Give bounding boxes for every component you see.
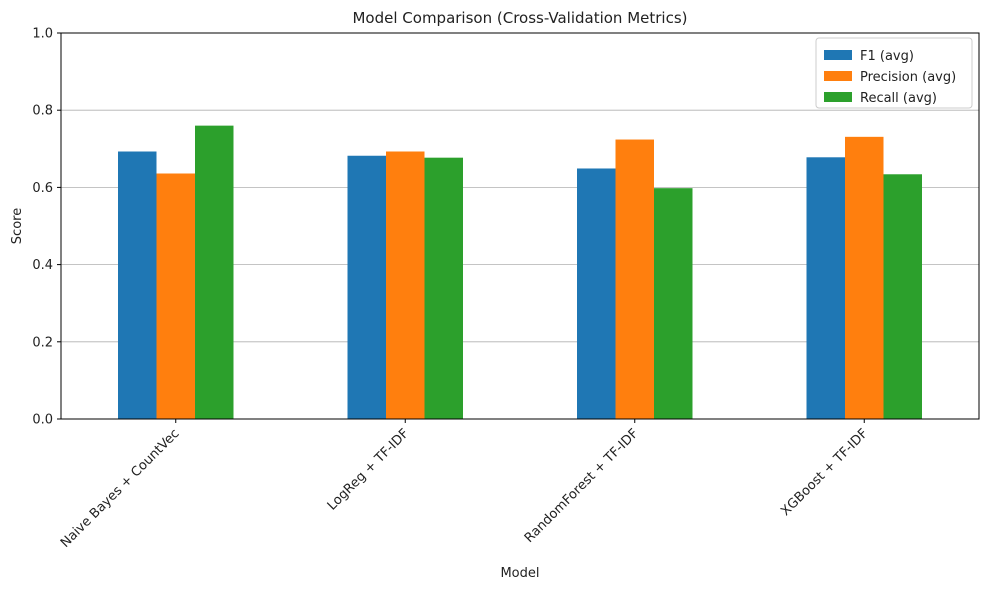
y-tick-label: 0.0 bbox=[32, 413, 53, 428]
legend-swatch bbox=[824, 71, 852, 81]
legend-label: Precision (avg) bbox=[860, 70, 956, 85]
bar-f1-avg bbox=[806, 157, 845, 420]
legend-swatch bbox=[824, 92, 852, 102]
bar-precision-avg bbox=[156, 173, 195, 419]
x-axis-label: Model bbox=[500, 566, 539, 581]
y-tick-label: 0.4 bbox=[32, 258, 53, 273]
plot-frame bbox=[60, 32, 980, 420]
legend-swatch bbox=[824, 50, 852, 60]
legend-box bbox=[815, 37, 973, 109]
y-tick-label: 0.6 bbox=[32, 181, 53, 196]
bar-recall-avg bbox=[195, 125, 234, 419]
legend-label: F1 (avg) bbox=[860, 49, 914, 64]
y-tick-label: 1.0 bbox=[32, 27, 53, 42]
bar-recall-avg bbox=[424, 157, 463, 420]
bar-f1-avg bbox=[347, 155, 386, 420]
bar-recall-avg bbox=[883, 174, 922, 419]
bar-precision-avg bbox=[386, 151, 425, 419]
legend: F1 (avg) Precision (avg) Recall (avg) bbox=[815, 37, 973, 109]
y-tick-label: 0.8 bbox=[32, 104, 53, 119]
bar-f1-avg bbox=[118, 151, 157, 419]
legend-label: Recall (avg) bbox=[860, 91, 937, 106]
y-axis-label: Score bbox=[10, 208, 25, 244]
y-axis: 0.0 0.2 0.4 0.6 0.8 1.0 bbox=[32, 27, 61, 428]
y-tick-label: 0.2 bbox=[32, 335, 53, 350]
bars-layer bbox=[118, 125, 922, 420]
bar-recall-avg bbox=[654, 188, 693, 419]
chart-title: Model Comparison (Cross-Validation Metri… bbox=[352, 9, 687, 27]
bar-precision-avg bbox=[615, 139, 654, 419]
bar-f1-avg bbox=[577, 168, 616, 419]
bar-precision-avg bbox=[845, 136, 884, 420]
